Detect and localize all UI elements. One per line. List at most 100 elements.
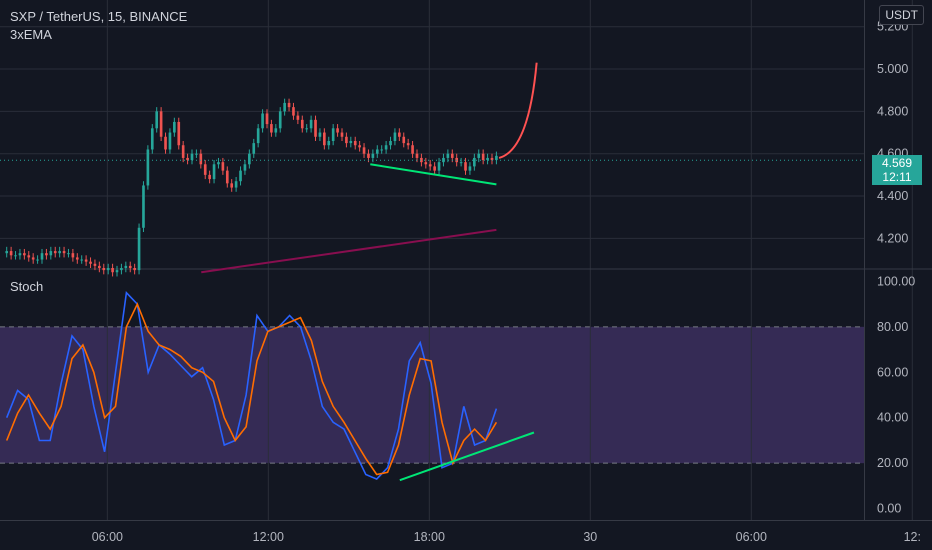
stoch-support-trendline[interactable] <box>399 431 535 482</box>
candle-body <box>5 251 9 254</box>
candle-body <box>300 119 304 129</box>
candle-body <box>256 128 260 144</box>
candle-body <box>331 128 335 141</box>
candle-body <box>212 164 216 180</box>
stoch-d-line <box>5 302 498 476</box>
candle-body <box>150 128 154 150</box>
candle-body <box>248 153 251 165</box>
candle-body <box>45 253 48 256</box>
candle-body <box>305 128 309 130</box>
candle-body <box>23 253 26 256</box>
candle-body <box>473 157 476 167</box>
candle-body <box>124 265 128 268</box>
candle-body <box>27 255 31 258</box>
ema-indicator-label[interactable]: 3xEMA <box>10 27 52 42</box>
stoch-axis-tick: 100.00 <box>877 274 915 288</box>
candle-body <box>358 145 361 148</box>
candle-body <box>80 259 84 261</box>
stoch-indicator-label[interactable]: Stoch <box>10 279 44 294</box>
candle-body <box>450 153 454 158</box>
candle-body <box>53 251 57 254</box>
candle-body <box>142 185 145 228</box>
stoch-axis-tick: 20.00 <box>877 456 908 470</box>
candle-body <box>433 166 436 171</box>
candle-body <box>340 132 344 137</box>
candle-body <box>261 113 264 129</box>
candle-body <box>428 164 432 167</box>
candle-body <box>464 162 467 171</box>
candle-body <box>314 119 317 137</box>
candle-body <box>411 145 414 154</box>
candle-body <box>9 251 13 256</box>
candle-body <box>234 181 238 188</box>
time-axis-tick: 12: <box>904 530 921 544</box>
candle-body <box>446 153 450 158</box>
candle-body <box>98 265 101 268</box>
candle-body <box>155 111 159 129</box>
candle-body <box>62 251 66 254</box>
candle-body <box>490 157 494 161</box>
candle-body <box>323 132 326 146</box>
candle-body <box>375 149 379 154</box>
candle-body <box>398 132 401 137</box>
candle-body <box>146 149 150 186</box>
candle-body <box>128 265 132 268</box>
candle-body <box>389 141 392 146</box>
candle-body <box>137 227 141 271</box>
candle-body <box>292 107 295 116</box>
candle-body <box>102 268 106 271</box>
candle-body <box>75 257 79 260</box>
candle-body <box>459 162 463 164</box>
last-price-value: 4.569 <box>881 156 913 170</box>
candle-body <box>265 113 269 125</box>
stoch-axis-tick: 0.00 <box>877 502 901 516</box>
candle-body <box>274 128 278 133</box>
projection-curve[interactable] <box>498 62 538 159</box>
candle-body <box>177 121 181 146</box>
candle-body <box>380 149 384 151</box>
candle-body <box>225 170 229 184</box>
candle-body <box>93 263 97 266</box>
candle-body <box>36 259 39 261</box>
candle-body <box>468 166 472 171</box>
candle-body <box>371 153 375 158</box>
candle-body <box>349 141 353 144</box>
candle-body <box>217 162 220 165</box>
stoch-axis-tick: 60.00 <box>877 365 908 379</box>
currency-button[interactable]: USDT <box>879 5 924 25</box>
candle-body <box>40 253 44 260</box>
candle-body <box>243 164 247 171</box>
candle-body <box>345 136 348 144</box>
candle-body <box>199 153 203 165</box>
candle-body <box>71 253 75 258</box>
time-axis-tick: 18:00 <box>414 530 445 544</box>
candle-body <box>111 268 114 273</box>
candle-body <box>415 153 419 158</box>
candle-body <box>393 132 397 141</box>
candle-body <box>327 141 331 146</box>
candle-body <box>437 162 441 171</box>
candle-body <box>442 157 445 163</box>
candle-body <box>181 145 185 158</box>
candle-body <box>168 132 172 150</box>
price-support-trendline[interactable] <box>370 163 497 186</box>
stoch-axis-tick: 80.00 <box>877 320 908 334</box>
symbol-title[interactable]: SXP / TetherUS, 15, BINANCE <box>10 9 188 24</box>
bar-countdown: 12:11 <box>882 170 912 184</box>
candle-body <box>270 124 273 133</box>
price-axis-tick: 5.000 <box>877 62 908 76</box>
candle-body <box>58 251 61 254</box>
candle-body <box>420 157 423 163</box>
candle-body <box>353 141 357 146</box>
time-axis-tick: 30 <box>583 530 597 544</box>
candle-body <box>14 255 17 257</box>
candle-body <box>67 253 70 255</box>
candle-body <box>384 145 388 150</box>
candle-body <box>309 119 313 129</box>
candle-body <box>287 102 291 108</box>
stoch-axis-tick: 40.00 <box>877 411 908 425</box>
candle-body <box>195 153 198 155</box>
candle-body <box>296 115 300 120</box>
candle-body <box>120 268 123 271</box>
